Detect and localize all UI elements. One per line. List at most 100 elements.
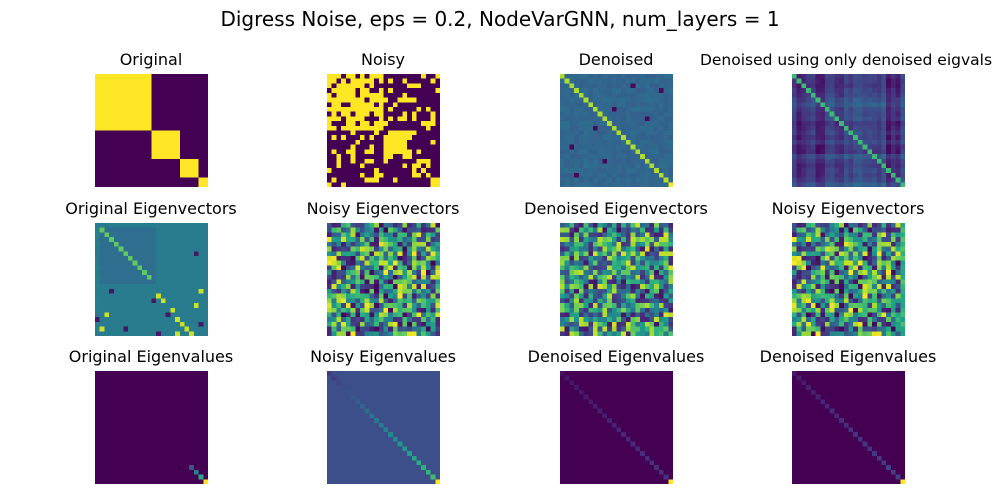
heatmap-original-eigenvectors-cell — [132, 331, 138, 336]
heatmap-noisy-cell — [369, 139, 375, 145]
heatmap-denoised-cell — [668, 149, 673, 155]
heatmap-denoised-cell — [578, 74, 584, 79]
heatmap-noisy-cell — [430, 97, 436, 103]
heatmap-noisy-eigenvectors-2-cell — [801, 246, 807, 252]
heatmap-denoised-eigenvectors-cell — [654, 321, 659, 327]
heatmap-noisy-eigenvectors-2-cell — [829, 279, 835, 285]
heatmap-noisy-eigenvectors-2-cell — [820, 255, 826, 261]
heatmap-denoised-eigvals-only-cell — [886, 97, 891, 103]
heatmap-denoised-eigvals-only-cell — [876, 158, 882, 164]
heatmap-original-cell — [160, 106, 166, 112]
heatmap-original-cell — [175, 83, 180, 89]
heatmap-original-eigenvectors-cell — [137, 237, 143, 242]
heatmap-original-eigenvalues-cell — [193, 436, 199, 442]
heatmap-denoised-eigvals-only-cell — [876, 88, 882, 93]
heatmap-noisy-eigenvectors-cell — [421, 312, 426, 318]
heatmap-denoised-cell — [583, 149, 589, 155]
heatmap-original-eigenvectors-cell — [113, 246, 119, 252]
heatmap-denoised-eigvals-only-cell — [796, 121, 802, 126]
heatmap-original-cell — [189, 78, 194, 84]
heatmap-original-cell — [137, 135, 143, 141]
heatmap-noisy-eigenvectors-2-cell — [876, 265, 882, 271]
heatmap-denoised-cell — [644, 130, 650, 136]
heatmap-original-eigenvectors-cell — [104, 303, 110, 308]
heatmap-original-cell — [109, 163, 114, 169]
heatmap-noisy-cell — [402, 88, 408, 93]
heatmap-original-eigenvalues-cell — [118, 422, 124, 428]
heatmap-denoised-eigvals-only-cell — [886, 125, 891, 131]
heatmap-denoised-eigenvectors-cell — [569, 274, 575, 280]
heatmap-original-eigenvectors-cell — [151, 251, 157, 257]
heatmap-original-cell — [189, 168, 194, 173]
heatmap-original-cell — [156, 111, 162, 117]
heatmap-denoised-eigenvectors-cell — [607, 312, 612, 318]
heatmap-denoised-eigvals-only-cell — [848, 125, 854, 131]
heatmap-denoised-eigenvectors-cell — [625, 279, 631, 285]
heatmap-original-cell — [151, 149, 157, 155]
heatmap-denoised-cell — [658, 163, 664, 169]
heatmap-noisy-eigenvectors-cell — [407, 312, 412, 318]
heatmap-original-cell — [137, 97, 143, 103]
heatmap-noisy-eigenvectors-2-cell — [876, 321, 882, 327]
heatmap-denoised-cell — [644, 139, 650, 145]
heatmap-noisy-eigenvectors-cell — [350, 241, 356, 247]
heatmap-original-eigenvectors-cell — [113, 274, 119, 280]
heatmap-noisy-eigenvectors-2-cell — [881, 232, 887, 238]
heatmap-denoised-eigenvectors-cell — [663, 284, 669, 290]
heatmap-denoised-eigenvectors-cell — [602, 255, 608, 261]
heatmap-denoised-eigenvectors-cell — [602, 270, 608, 275]
heatmap-noisy-cell — [364, 182, 370, 187]
heatmap-denoised-eigvals-only-cell — [848, 172, 854, 178]
heatmap-original-eigenvectors-cell — [137, 284, 143, 290]
heatmap-noisy-cell — [336, 172, 342, 178]
heatmap-noisy-cell — [350, 78, 356, 84]
heatmap-noisy-eigenvectors-2-cell — [815, 279, 821, 285]
heatmap-denoised-eigenvectors-cell — [597, 270, 603, 275]
heatmap-denoised-eigenvectors-cell — [578, 326, 584, 332]
heatmap-original-eigenvalues-cell — [99, 380, 105, 386]
heatmap-denoised-cell — [640, 130, 645, 136]
heatmap-noisy-eigenvectors-2-cell — [895, 331, 901, 336]
heatmap-original-eigenvalues-cell — [198, 389, 204, 395]
heatmap-noisy-eigenvectors-cell — [383, 270, 389, 275]
heatmap-denoised-cell — [663, 83, 669, 89]
heatmap-noisy-cell — [355, 158, 361, 164]
heatmap-noisy-eigenvectors-2-cell — [810, 298, 816, 304]
heatmap-noisy-eigenvectors-cell — [421, 331, 426, 336]
heatmap-denoised-cell — [616, 106, 622, 112]
heatmap-noisy-cell — [336, 116, 342, 122]
heatmap-noisy-eigenvectors-2-cell — [824, 251, 830, 257]
heatmap-denoised-eigenvectors-cell — [597, 288, 603, 294]
heatmap-original-eigenvalues-cell — [127, 427, 133, 433]
heatmap-denoised-eigenvectors-cell — [625, 223, 631, 228]
heatmap-noisy-cell — [435, 121, 440, 126]
heatmap-denoised-cell — [640, 158, 645, 164]
heatmap-denoised-eigenvectors-cell — [630, 227, 636, 233]
heatmap-denoised-eigvals-only-cell — [857, 88, 863, 93]
heatmap-original-eigenvalues-cell — [193, 394, 199, 400]
heatmap-noisy-eigenvectors-2-cell — [806, 317, 811, 322]
heatmap-noisy-eigenvectors-2-cell — [853, 293, 859, 299]
heatmap-denoised-eigvals-only-cell — [853, 144, 859, 150]
heatmap-noisy-eigenvectors-2-cell — [839, 265, 844, 271]
heatmap-original-eigenvectors-cell — [160, 284, 166, 290]
heatmap-denoised-eigvals-only-cell — [824, 102, 830, 108]
heatmap-denoised-eigvals-only-cell — [820, 125, 826, 131]
heatmap-original-eigenvectors-cell — [99, 317, 105, 322]
heatmap-original-eigenvectors-cell — [165, 223, 171, 228]
heatmap-noisy-eigenvectors-cell — [411, 307, 417, 313]
heatmap-denoised-eigvals-only-cell — [867, 106, 873, 112]
heatmap-noisy-cell — [421, 177, 426, 183]
heatmap-noisy-eigenvectors-cell — [331, 326, 337, 332]
heatmap-denoised-eigvals-only-cell — [848, 92, 854, 98]
heatmap-denoised-eigvals-only-cell — [824, 92, 830, 98]
heatmap-denoised-eigenvectors-cell — [611, 321, 617, 327]
heatmap-original-eigenvectors-cell — [175, 227, 180, 233]
heatmap-denoised-cell — [658, 172, 664, 178]
heatmap-noisy-eigenvectors-cell — [407, 303, 412, 308]
heatmap-original-eigenvalues-cell — [109, 418, 114, 423]
heatmap-original-cell — [151, 135, 157, 141]
heatmap-noisy-eigenvectors-cell — [345, 288, 351, 294]
heatmap-original-cell — [151, 130, 157, 136]
heatmap-original-eigenvectors-cell — [179, 223, 185, 228]
